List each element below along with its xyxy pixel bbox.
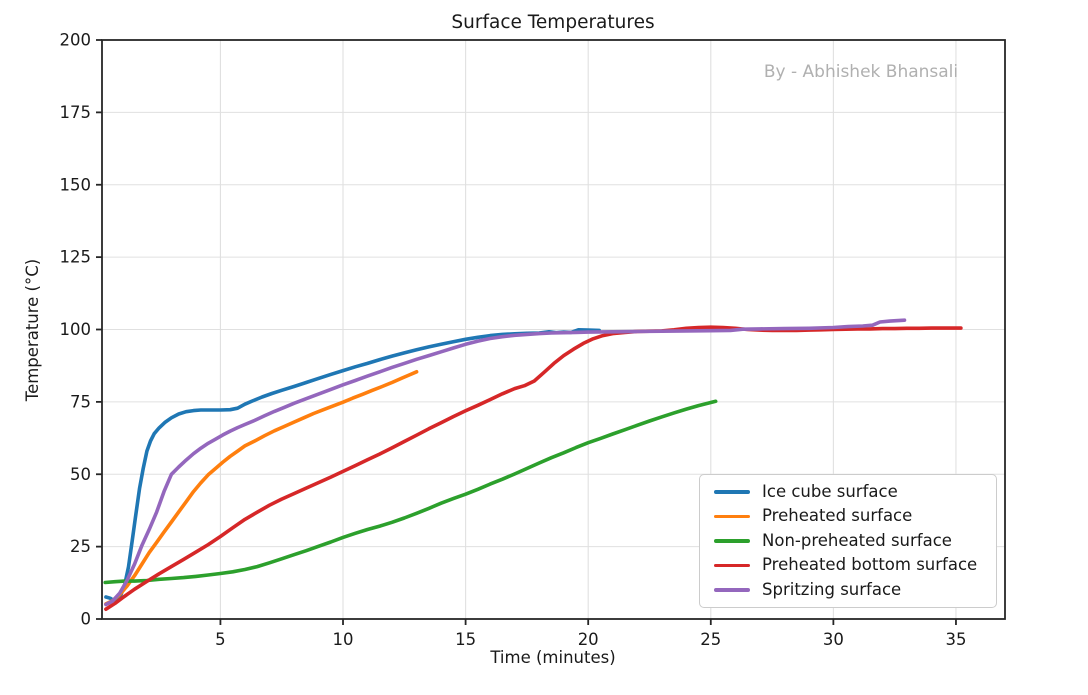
series-line-non-preheated-surface — [103, 399, 718, 585]
chart-title: Surface Temperatures — [451, 12, 654, 33]
legend-line-sample — [714, 514, 750, 519]
y-tick-label-75: 75 — [70, 392, 91, 411]
y-tick-label-100: 100 — [60, 320, 92, 339]
legend-label: Preheated bottom surface — [762, 555, 978, 575]
legend-item-non-preheated-surface: Non-preheated surface — [706, 530, 990, 550]
x-tick-label-20: 20 — [578, 630, 599, 649]
y-tick-label-150: 150 — [60, 175, 92, 194]
series-line-spritzing-surface — [104, 318, 907, 607]
x-tick-label-5: 5 — [215, 630, 226, 649]
legend-label: Spritzing surface — [762, 579, 902, 599]
legend-line-sample — [714, 490, 750, 494]
y-tick-label-125: 125 — [60, 248, 92, 267]
series-lines — [103, 318, 963, 611]
legend-item-preheated-bottom-surface: Preheated bottom surface — [706, 557, 990, 574]
legend-label: Ice cube surface — [762, 481, 898, 501]
y-tick-label-0: 0 — [81, 610, 92, 629]
legend-label: Preheated surface — [762, 506, 913, 526]
y-tick-label-200: 200 — [60, 31, 92, 50]
y-tick-label-25: 25 — [70, 537, 91, 556]
legend-line-sample — [714, 563, 750, 568]
series-line-preheated-surface — [104, 370, 419, 606]
legend-item-preheated-surface: Preheated surface — [706, 508, 990, 525]
axis-ticks — [96, 39, 957, 625]
y-tick-label-175: 175 — [60, 103, 92, 122]
y-axis-label: Temperature (°C) — [23, 259, 42, 402]
legend-label: Non-preheated surface — [762, 530, 952, 550]
axis-tick-labels: 5 10 15 20 25 30 35 0 25 50 75 100 125 150 175 200 — [60, 31, 967, 650]
watermark-text: By - Abhishek Bhansali — [764, 62, 958, 82]
x-tick-label-10: 10 — [333, 630, 354, 649]
legend-item-spritzing-surface: Spritzing surface — [706, 579, 990, 599]
series-line-ice-cube-surface — [104, 328, 601, 603]
y-tick-label-50: 50 — [70, 465, 91, 484]
legend: Ice cube surface Preheated surface Non-pre… — [699, 474, 997, 608]
x-tick-label-35: 35 — [945, 630, 966, 649]
legend-line-sample — [714, 587, 750, 592]
x-tick-label-30: 30 — [823, 630, 844, 649]
x-tick-label-25: 25 — [700, 630, 721, 649]
x-tick-label-15: 15 — [455, 630, 476, 649]
legend-item-ice-cube-surface: Ice cube surface — [706, 481, 990, 501]
legend-line-sample — [714, 539, 750, 543]
x-axis-label: Time (minutes) — [489, 648, 615, 667]
